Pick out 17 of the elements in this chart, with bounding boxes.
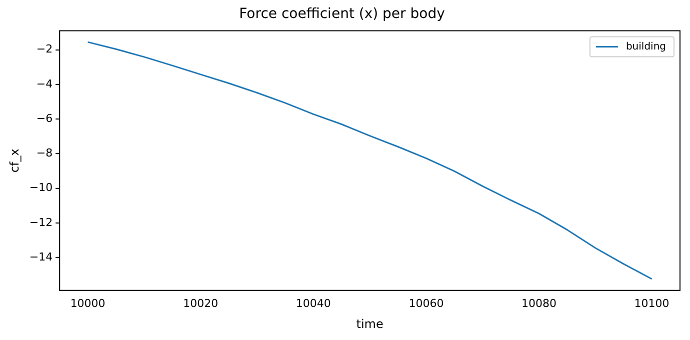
x-tick-label: 10040 — [296, 296, 331, 310]
x-tick-label: 10100 — [634, 296, 670, 310]
x-axis-title: time — [356, 316, 384, 331]
y-tick-label: −4 — [36, 77, 53, 90]
x-tick-label: 10060 — [408, 296, 444, 310]
y-tick-label: −14 — [29, 250, 53, 264]
y-tick-label: −2 — [36, 42, 53, 56]
y-axis-title: cf_x — [7, 148, 22, 173]
x-tick-label: 10020 — [183, 296, 218, 310]
y-tick-label: −8 — [36, 146, 53, 160]
y-tick-label: −6 — [36, 112, 53, 125]
x-tick-label: 10080 — [522, 296, 557, 310]
legend-label: building — [626, 41, 666, 52]
chart-title: Force coefficient (x) per body — [239, 6, 445, 22]
y-tick-label: −10 — [29, 181, 53, 194]
x-tick-label: 10000 — [70, 296, 106, 310]
y-tick-label: −12 — [29, 216, 53, 229]
